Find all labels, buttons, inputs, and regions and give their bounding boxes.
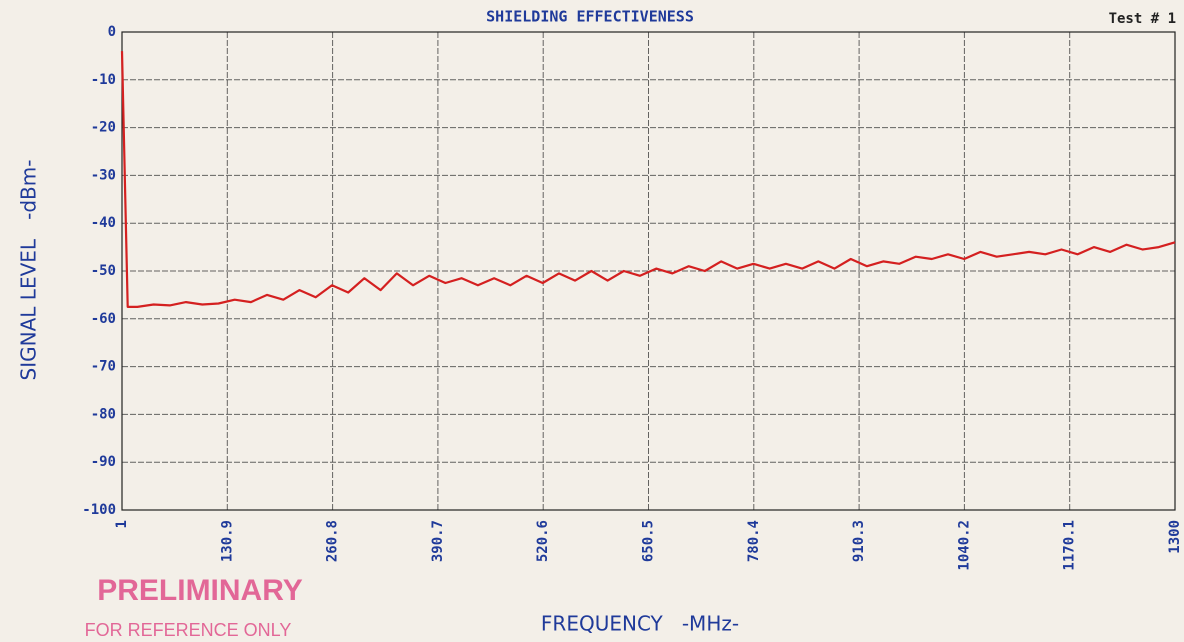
stamp: PRELIMINARY: [97, 574, 303, 607]
x-tick-label: 1: [114, 520, 130, 528]
y-tick-label: -20: [91, 120, 116, 136]
y-tick-label: -80: [91, 406, 116, 422]
data-line: [120, 51, 1176, 308]
x-tick-label: 390.7: [430, 520, 446, 562]
x-tick-label: 260.8: [325, 520, 341, 562]
x-tick-label: 910.3: [851, 520, 867, 562]
x-tick-label: 1040.2: [956, 520, 972, 571]
y-tick-label: -30: [91, 167, 116, 183]
y-tick-label: -40: [91, 215, 116, 231]
x-tick-label: 650.5: [641, 520, 657, 562]
x-tick-label: 520.6: [535, 520, 551, 562]
y-tick-label: -10: [91, 72, 116, 88]
y-tick-label: -60: [91, 311, 116, 327]
chart-subtitle: Test # 1: [1109, 11, 1176, 27]
stamp: FOR REFERENCE ONLY: [85, 620, 292, 640]
x-tick-label: 1300: [1167, 520, 1183, 554]
chart-title: SHIELDING EFFECTIVENESS: [486, 8, 694, 26]
y-tick-label: -50: [91, 263, 116, 279]
x-tick-label: 130.9: [219, 520, 235, 562]
y-axis-label: SIGNAL LEVEL -dBm-: [17, 160, 41, 381]
x-axis-label: FREQUENCY -MHz-: [541, 612, 739, 636]
y-tick-label: -100: [82, 502, 116, 518]
y-tick-label: -90: [91, 454, 116, 470]
y-tick-label: -70: [91, 359, 116, 375]
plot-frame: [121, 31, 1176, 511]
y-tick-label: 0: [108, 24, 116, 40]
x-tick-label: 1170.1: [1062, 520, 1078, 571]
x-tick-label: 780.4: [746, 520, 762, 562]
